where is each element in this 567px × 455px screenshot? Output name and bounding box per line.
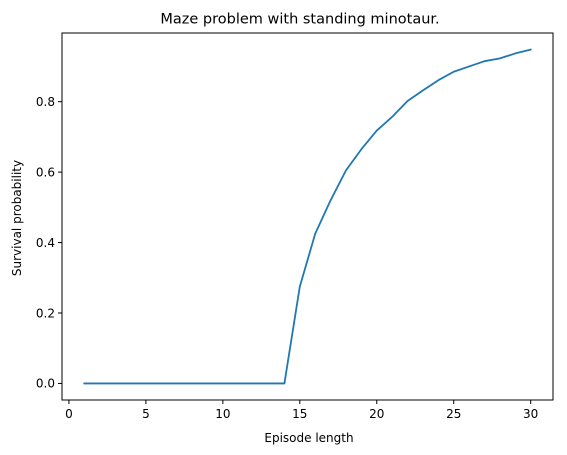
y-tick-label: 0.8	[36, 95, 55, 109]
y-axis-label: Survival probability	[10, 160, 24, 276]
x-axis-label: Episode length	[264, 431, 353, 445]
chart-title: Maze problem with standing minotaur.	[160, 12, 439, 28]
y-tick-label: 0.0	[36, 377, 55, 391]
axes-frame	[61, 32, 554, 401]
y-tick-label: 0.2	[36, 306, 55, 320]
series-line-survival	[83, 48, 532, 385]
y-axis: 0.0 0.2 0.4 0.6 0.8	[36, 95, 62, 391]
x-tick-label: 30	[523, 407, 538, 421]
x-tick-label: 5	[142, 407, 150, 421]
x-axis: 0 5 10 15 20 25 30	[65, 400, 538, 421]
x-tick-label: 15	[292, 407, 307, 421]
x-tick-label: 10	[215, 407, 230, 421]
plot-area	[83, 48, 532, 385]
x-tick-label: 25	[446, 407, 461, 421]
y-tick-label: 0.4	[36, 236, 55, 250]
x-tick-label: 20	[369, 407, 384, 421]
y-tick-label: 0.6	[36, 165, 55, 179]
x-tick-label: 0	[65, 407, 73, 421]
